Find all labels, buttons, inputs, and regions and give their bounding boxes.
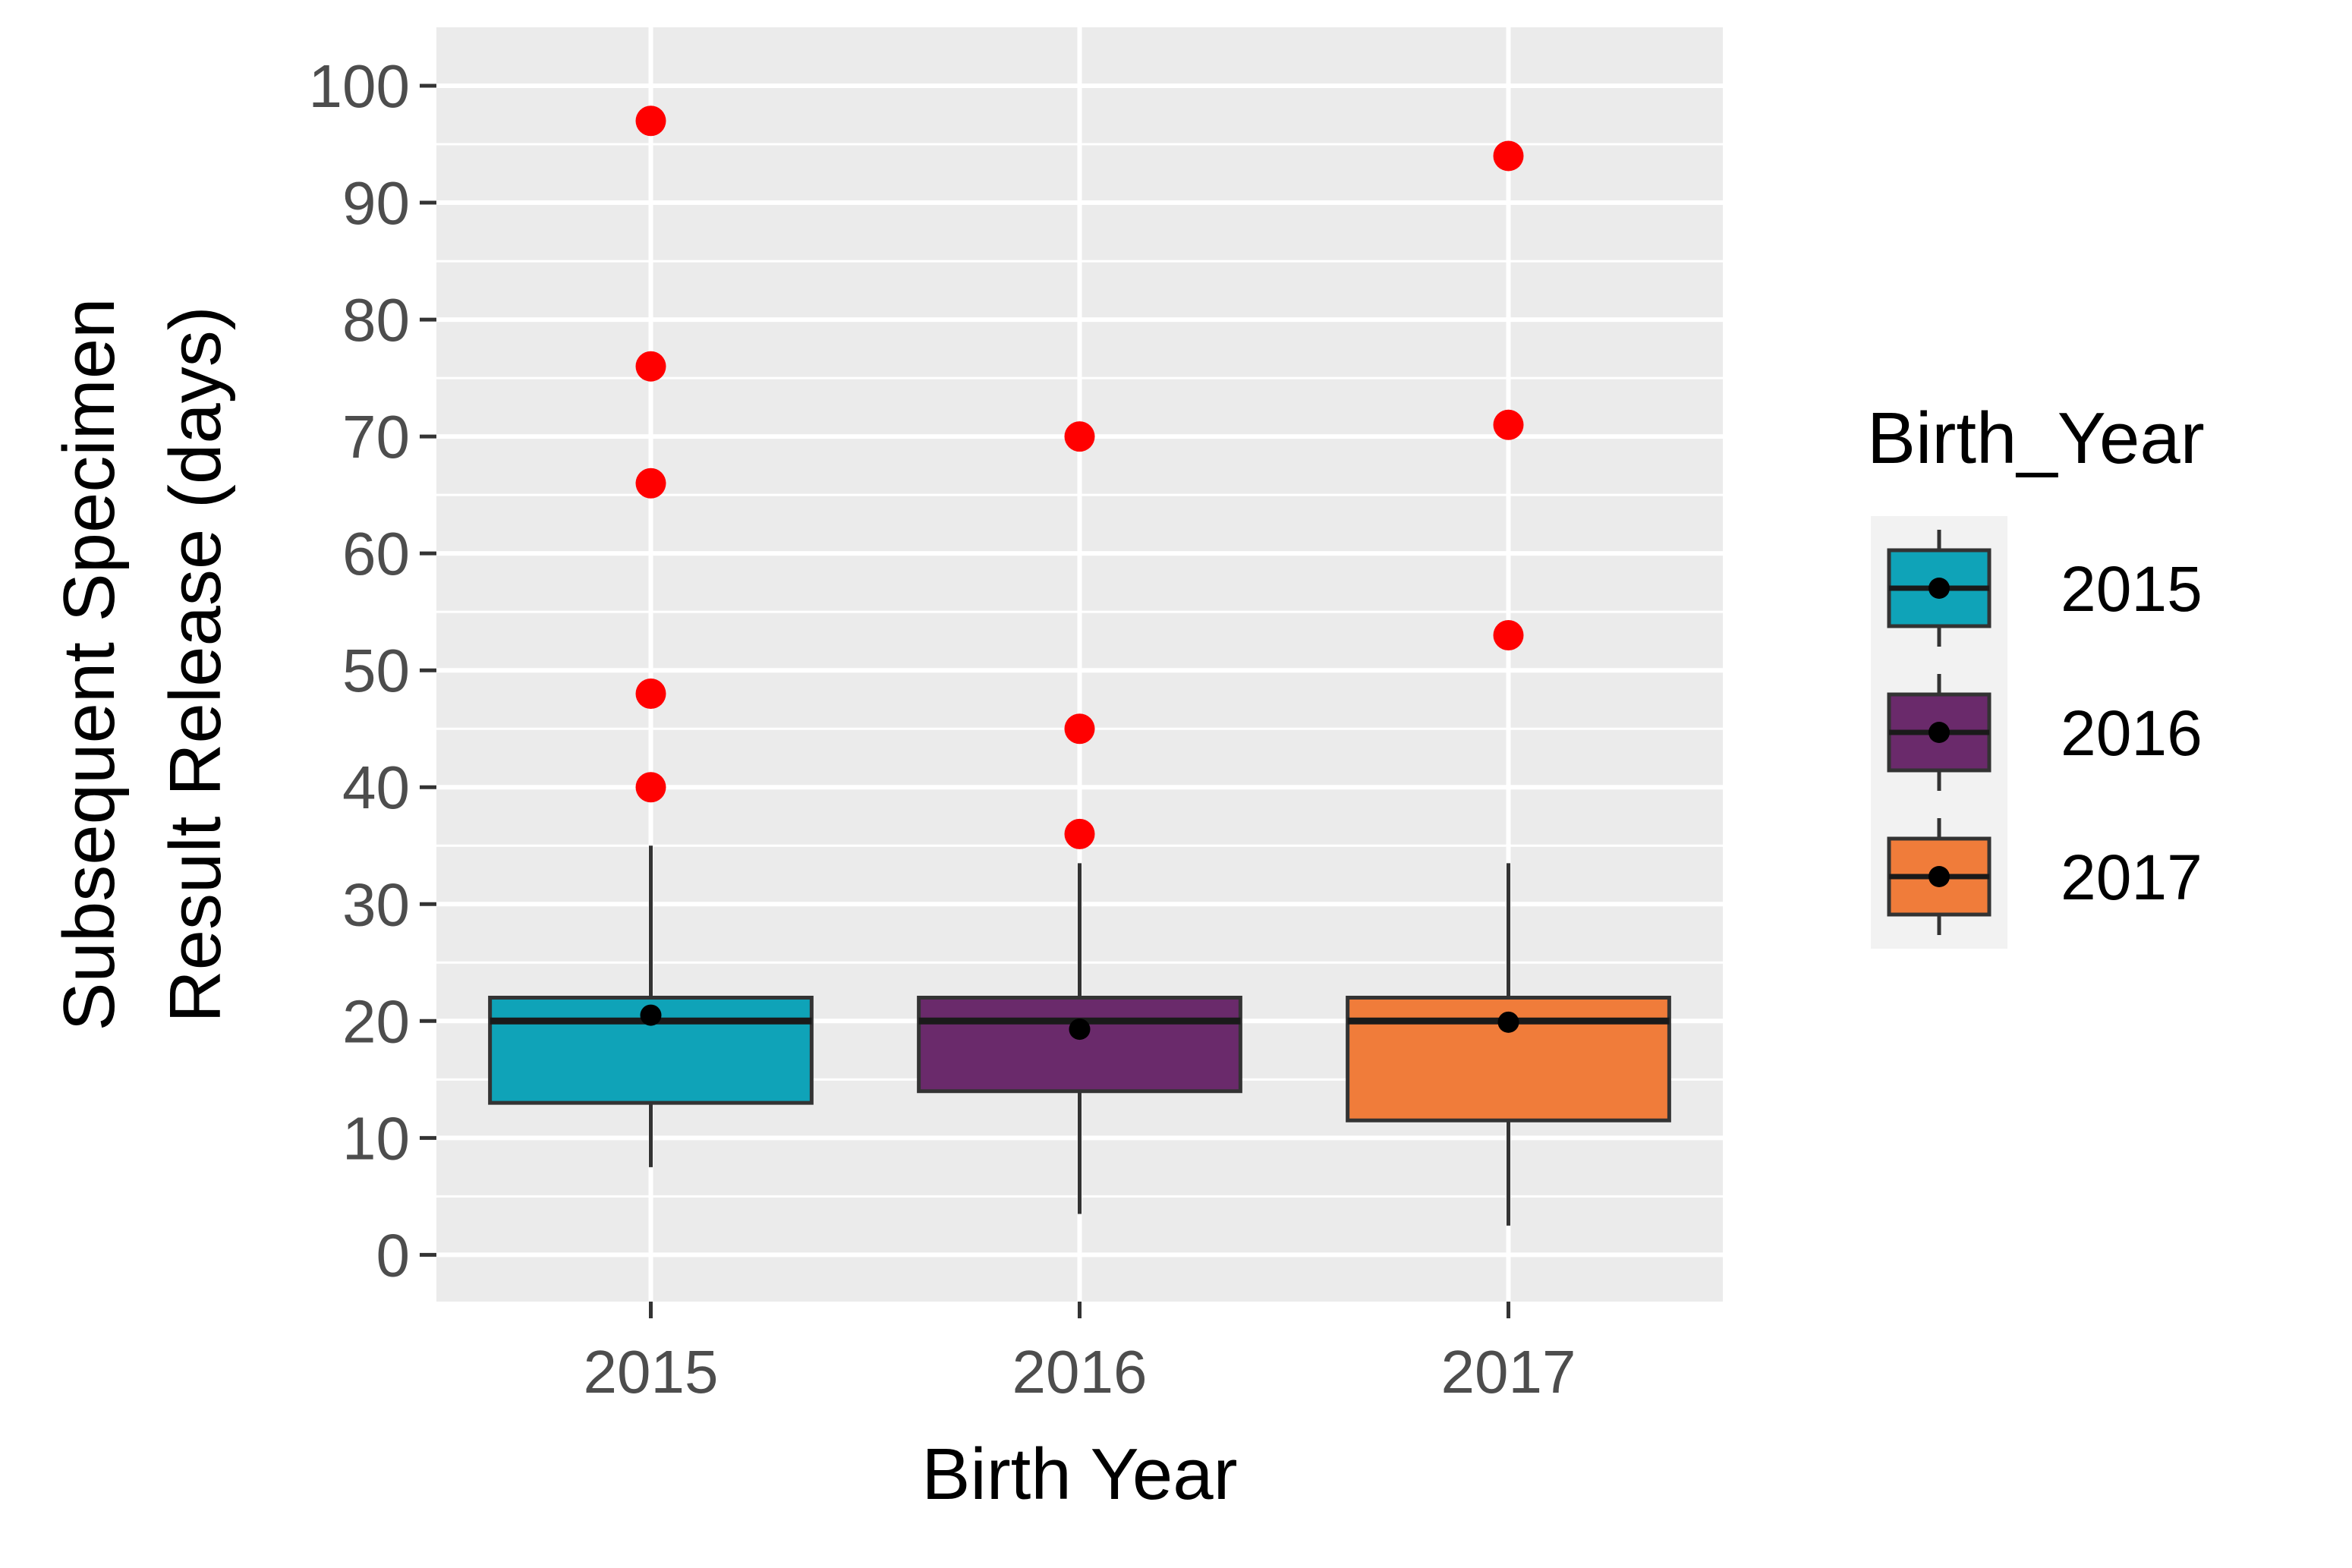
legend-item-2016: 2016 bbox=[1887, 674, 2202, 791]
mean-point bbox=[640, 1004, 662, 1026]
outlier-point bbox=[635, 351, 666, 382]
y-tick-label: 70 bbox=[342, 403, 410, 471]
y-axis-title-line-2: Result Release (days) bbox=[155, 306, 236, 1022]
legend: Birth_Year 2015 2016 2017 bbox=[1867, 398, 2205, 949]
y-tick-label: 80 bbox=[342, 286, 410, 354]
outlier-point bbox=[1493, 619, 1524, 650]
mean-point bbox=[1069, 1019, 1091, 1041]
y-axis: 0 10 20 30 40 50 60 70 80 90 100 bbox=[309, 52, 436, 1289]
box-2016 bbox=[917, 421, 1242, 1214]
outlier-point bbox=[635, 468, 666, 499]
outlier-point bbox=[635, 105, 666, 137]
box-2015 bbox=[488, 105, 814, 1167]
legend-label: 2017 bbox=[2061, 842, 2202, 913]
y-axis-title: Subsequent Specimen Result Release (days… bbox=[49, 298, 236, 1031]
box-body bbox=[917, 996, 1242, 1094]
outlier-point bbox=[1064, 421, 1095, 452]
box-2017 bbox=[1346, 140, 1671, 1226]
outlier-point bbox=[1493, 140, 1524, 172]
x-tick-label: 2017 bbox=[1441, 1338, 1576, 1406]
y-tick-label: 30 bbox=[342, 871, 410, 938]
outlier-point bbox=[635, 772, 666, 803]
legend-mean-point bbox=[1929, 866, 1950, 887]
box-body bbox=[488, 996, 814, 1105]
outlier-point bbox=[1064, 713, 1095, 745]
y-tick-label: 0 bbox=[376, 1221, 411, 1289]
y-tick-label: 50 bbox=[342, 637, 410, 704]
y-tick-label: 100 bbox=[309, 52, 410, 120]
x-tick-label: 2015 bbox=[584, 1338, 719, 1406]
y-tick-label: 20 bbox=[342, 987, 410, 1055]
y-tick-label: 90 bbox=[342, 169, 410, 237]
legend-mean-point bbox=[1929, 578, 1950, 599]
legend-item-2017: 2017 bbox=[1887, 818, 2202, 935]
legend-mean-point bbox=[1929, 722, 1950, 743]
legend-item-2015: 2015 bbox=[1887, 530, 2202, 647]
y-tick-label: 60 bbox=[342, 520, 410, 587]
legend-label: 2016 bbox=[2061, 697, 2202, 769]
legend-title: Birth_Year bbox=[1867, 398, 2205, 479]
outlier-point bbox=[635, 679, 666, 710]
mean-point bbox=[1497, 1011, 1519, 1033]
y-axis-title-line-1: Subsequent Specimen bbox=[49, 298, 130, 1031]
x-axis: 2015 2016 2017 bbox=[584, 1302, 1576, 1406]
y-tick-label: 40 bbox=[342, 754, 410, 821]
outlier-point bbox=[1493, 409, 1524, 440]
y-tick-label: 10 bbox=[342, 1104, 410, 1172]
outlier-point bbox=[1064, 818, 1095, 849]
x-tick-label: 2016 bbox=[1012, 1338, 1148, 1406]
legend-label: 2015 bbox=[2061, 553, 2202, 625]
boxes bbox=[488, 105, 1671, 1226]
x-axis-title: Birth Year bbox=[921, 1434, 1237, 1515]
